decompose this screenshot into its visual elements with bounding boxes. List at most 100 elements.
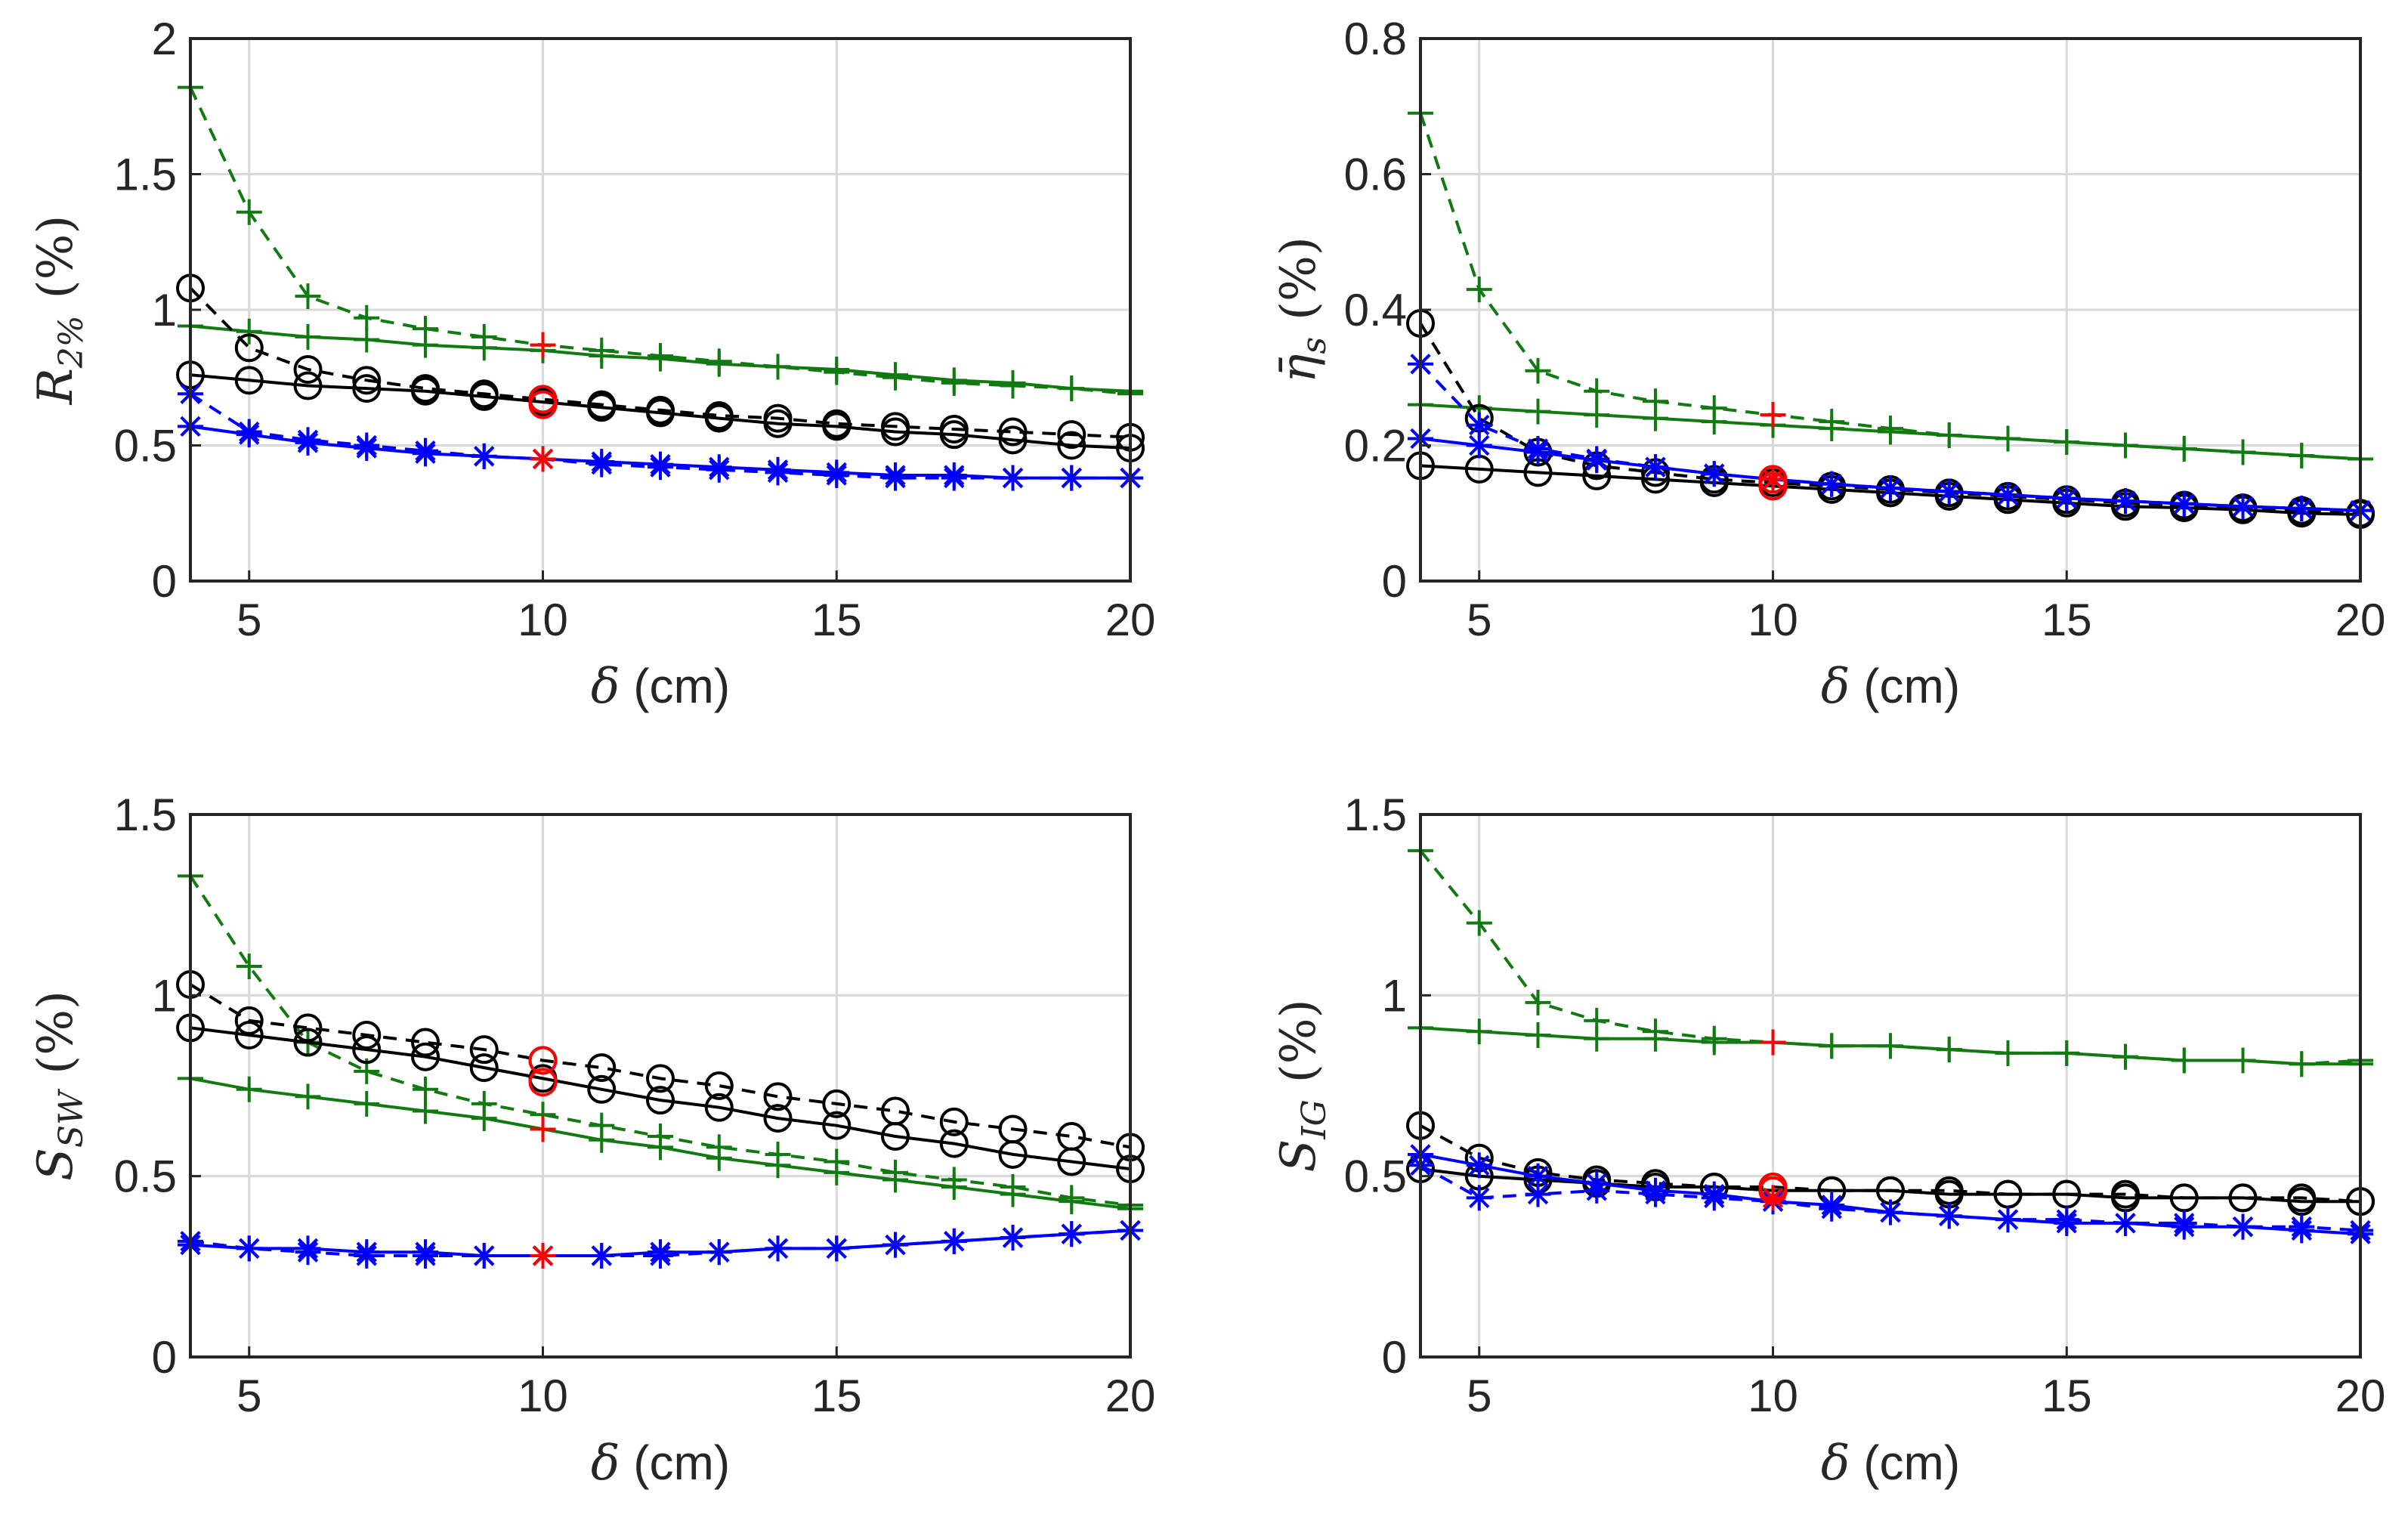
data-point-green-dashed [413,1076,438,1102]
data-point-blue-dashed [1701,461,1727,487]
data-point-black-dashed [293,1013,323,1043]
data-point-blue-dashed [2113,488,2138,515]
data-point-green-dashed [2113,432,2138,459]
data-point-black-dashed [587,1053,617,1083]
x-tick-label: 5 [236,1371,261,1421]
y-axis-unit: (%) [1271,236,1327,320]
plot-layer: 5 10 15 20 0 0.2 0.4 0.6 0.8 [1344,14,2386,645]
data-point-green-dashed [1995,425,2021,452]
data-point-green-dashed [1525,989,1551,1015]
data-point-green-dashed [883,364,908,391]
x-axis-symbol: δ [1821,659,1850,715]
data-point-green-dashed [2171,1047,2197,1074]
data-point-black-dashed [646,395,675,425]
panel-ssw: 5 10 15 20 0 0.5 1 1.5 δ (cm) SSW (%) [28,790,1155,1491]
data-point-black-dashed [998,1114,1028,1144]
x-axis-unit: (cm) [633,659,730,713]
data-point-green-dashed [824,359,850,385]
series-line-black-dashed [189,286,1131,439]
data-point-green-dashed [1584,378,1610,404]
data-point-black-dashed [411,1028,440,1057]
y-axis-sub: SW [52,1088,91,1148]
x-tick-label: 20 [1105,1371,1156,1421]
y-tick-label: 2 [152,14,177,64]
data-point-green-solid [1525,398,1551,425]
x-axis-spacer [620,1436,633,1490]
data-point-black-dashed [1057,420,1087,450]
data-point-blue-dashed [2171,490,2197,517]
data-point-black-dashed [704,401,734,431]
data-point-blue-dashed [1643,454,1668,481]
y-axis-sub: IG [1295,1099,1334,1140]
y-tick-label: 0.6 [1344,150,1407,200]
y-axis-unit: (%) [1271,999,1327,1083]
y-tick-label: 0 [1382,556,1407,607]
data-point-green-dashed [1936,422,1962,449]
x-axis-label: δ (cm) [1821,659,1960,715]
data-point-blue-dashed [1466,412,1492,438]
x-axis-spacer [620,659,633,713]
data-point-green-dashed [1525,357,1551,384]
data-point-green-dashed [1819,1033,1845,1059]
data-point-black-solid [763,1104,793,1133]
y-tick-label: 0.2 [1344,421,1407,471]
data-point-green-dashed [471,323,497,350]
data-point-green-solid [295,1083,321,1110]
highlight-point [1760,1185,1786,1211]
data-point-blue-dashed [354,432,380,459]
data-point-blue-dashed [1643,1181,1668,1207]
data-point-black-solid [234,1020,264,1049]
x-tick-label: 10 [1748,1371,1798,1421]
data-point-blue-dashed [941,1228,967,1254]
x-axis-spacer [1850,1436,1863,1490]
data-point-black-dashed [469,379,499,409]
data-point-black-dashed [998,417,1028,447]
x-tick-label: 10 [518,595,568,645]
data-point-green-dashed [1059,1185,1085,1211]
y-axis-label: SSW (%) [28,991,91,1181]
data-point-green-dashed [765,1141,791,1167]
data-point-black-solid [704,1093,734,1122]
data-point-blue-dashed [413,437,438,464]
series-line-black-dashed [1420,1124,2361,1204]
x-tick-label: 10 [518,1371,568,1421]
data-point-green-dashed [1584,1007,1610,1034]
panel-eta: 5 10 15 20 0 0.2 0.4 0.6 0.8 δ (cm) η̄s (%) [1271,14,2385,715]
y-axis-unit: (%) [28,991,84,1074]
panel-sig: 5 10 15 20 0 0.5 1 1.5 δ (cm) SIG (%) [1271,790,2385,1491]
x-tick-label: 5 [236,595,261,645]
x-axis-spacer [1850,659,1863,713]
data-point-blue-dashed [1000,1225,1026,1251]
data-point-black-solid [998,425,1028,455]
highlight-point [530,1116,556,1142]
data-point-green-dashed [1701,395,1727,422]
data-point-green-dashed [824,1148,850,1175]
data-point-blue-dashed [1525,1181,1551,1207]
data-point-blue-dashed [1584,446,1610,472]
data-point-green-dashed [1819,409,1845,435]
x-axis-unit: (cm) [1863,1436,1960,1490]
x-axis-symbol: δ [591,1436,620,1491]
x-tick-label: 20 [2335,595,2386,645]
data-point-green-dashed [1000,372,1026,399]
data-point-blue-dashed [1584,1177,1610,1204]
y-tick-label: 1.5 [114,790,177,840]
data-point-black-solid [411,1042,440,1071]
data-point-blue-dashed [1000,465,1026,491]
data-point-green-dashed [706,348,732,375]
data-point-green-solid [354,1090,380,1117]
y-tick-label: 0.5 [114,421,177,471]
data-point-green-dashed [941,1167,967,1193]
x-axis-symbol: δ [591,659,620,715]
data-point-green-solid [413,1098,438,1124]
data-point-black-dashed [352,1020,382,1049]
data-point-blue-dashed [883,1232,908,1258]
data-point-green-dashed [765,354,791,380]
data-point-black-solid [939,1129,969,1158]
data-point-black-dashed [293,354,323,384]
data-point-blue-dashed [1525,435,1551,462]
y-axis-main: S [1271,1139,1327,1173]
data-point-blue-dashed [2289,495,2315,521]
x-axis-symbol: δ [1821,1436,1850,1491]
x-tick-label: 15 [2042,595,2092,645]
